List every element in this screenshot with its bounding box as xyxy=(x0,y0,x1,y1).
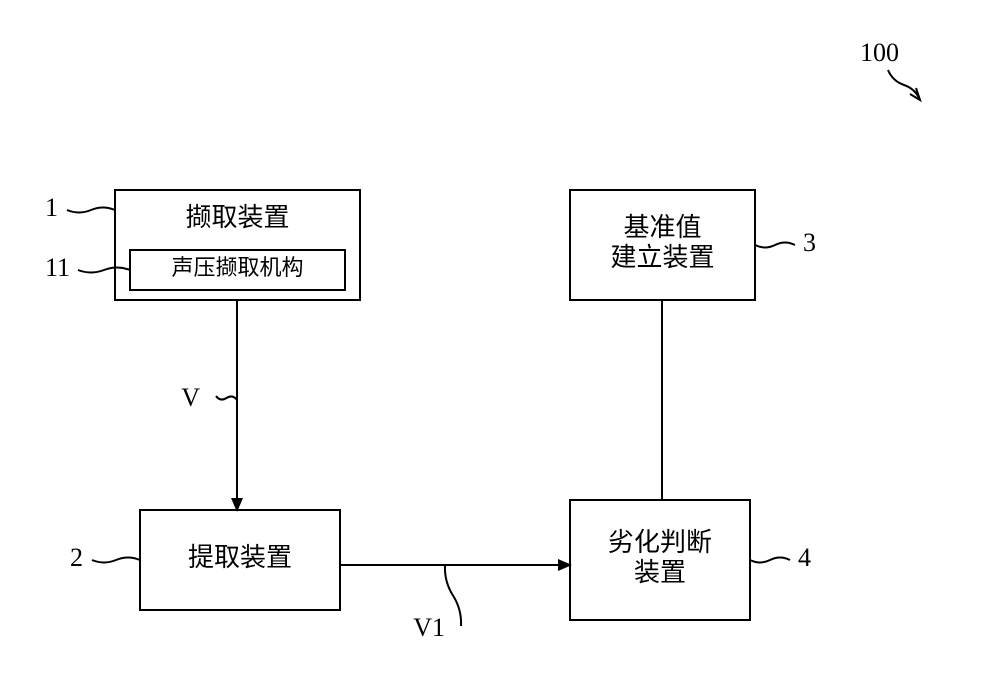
ref-3: 3 xyxy=(803,228,816,257)
figure-ref-label: 100 xyxy=(860,38,899,67)
node-n2-label-0: 提取装置 xyxy=(188,543,292,572)
edge-1-label: V1 xyxy=(413,613,445,642)
ref-2: 2 xyxy=(70,543,83,572)
node-n1-inner-label: 声压撷取机构 xyxy=(171,255,303,280)
node-n3-label-0: 基准值 xyxy=(623,213,701,242)
edge-0-label: V xyxy=(181,383,200,412)
node-n4-label-0: 劣化判断 xyxy=(608,528,712,557)
node-n4-label-1: 装置 xyxy=(634,558,686,587)
block-diagram: 100撷取装置声压撷取机构111提取装置2基准值建立装置3劣化判断装置4VV1 xyxy=(0,0,1000,683)
node-n3-label-1: 建立装置 xyxy=(610,243,714,272)
ref-11: 11 xyxy=(45,253,70,282)
node-n1-label-0: 撷取装置 xyxy=(185,203,289,232)
ref-4: 4 xyxy=(798,543,811,572)
ref-1: 1 xyxy=(45,193,58,222)
